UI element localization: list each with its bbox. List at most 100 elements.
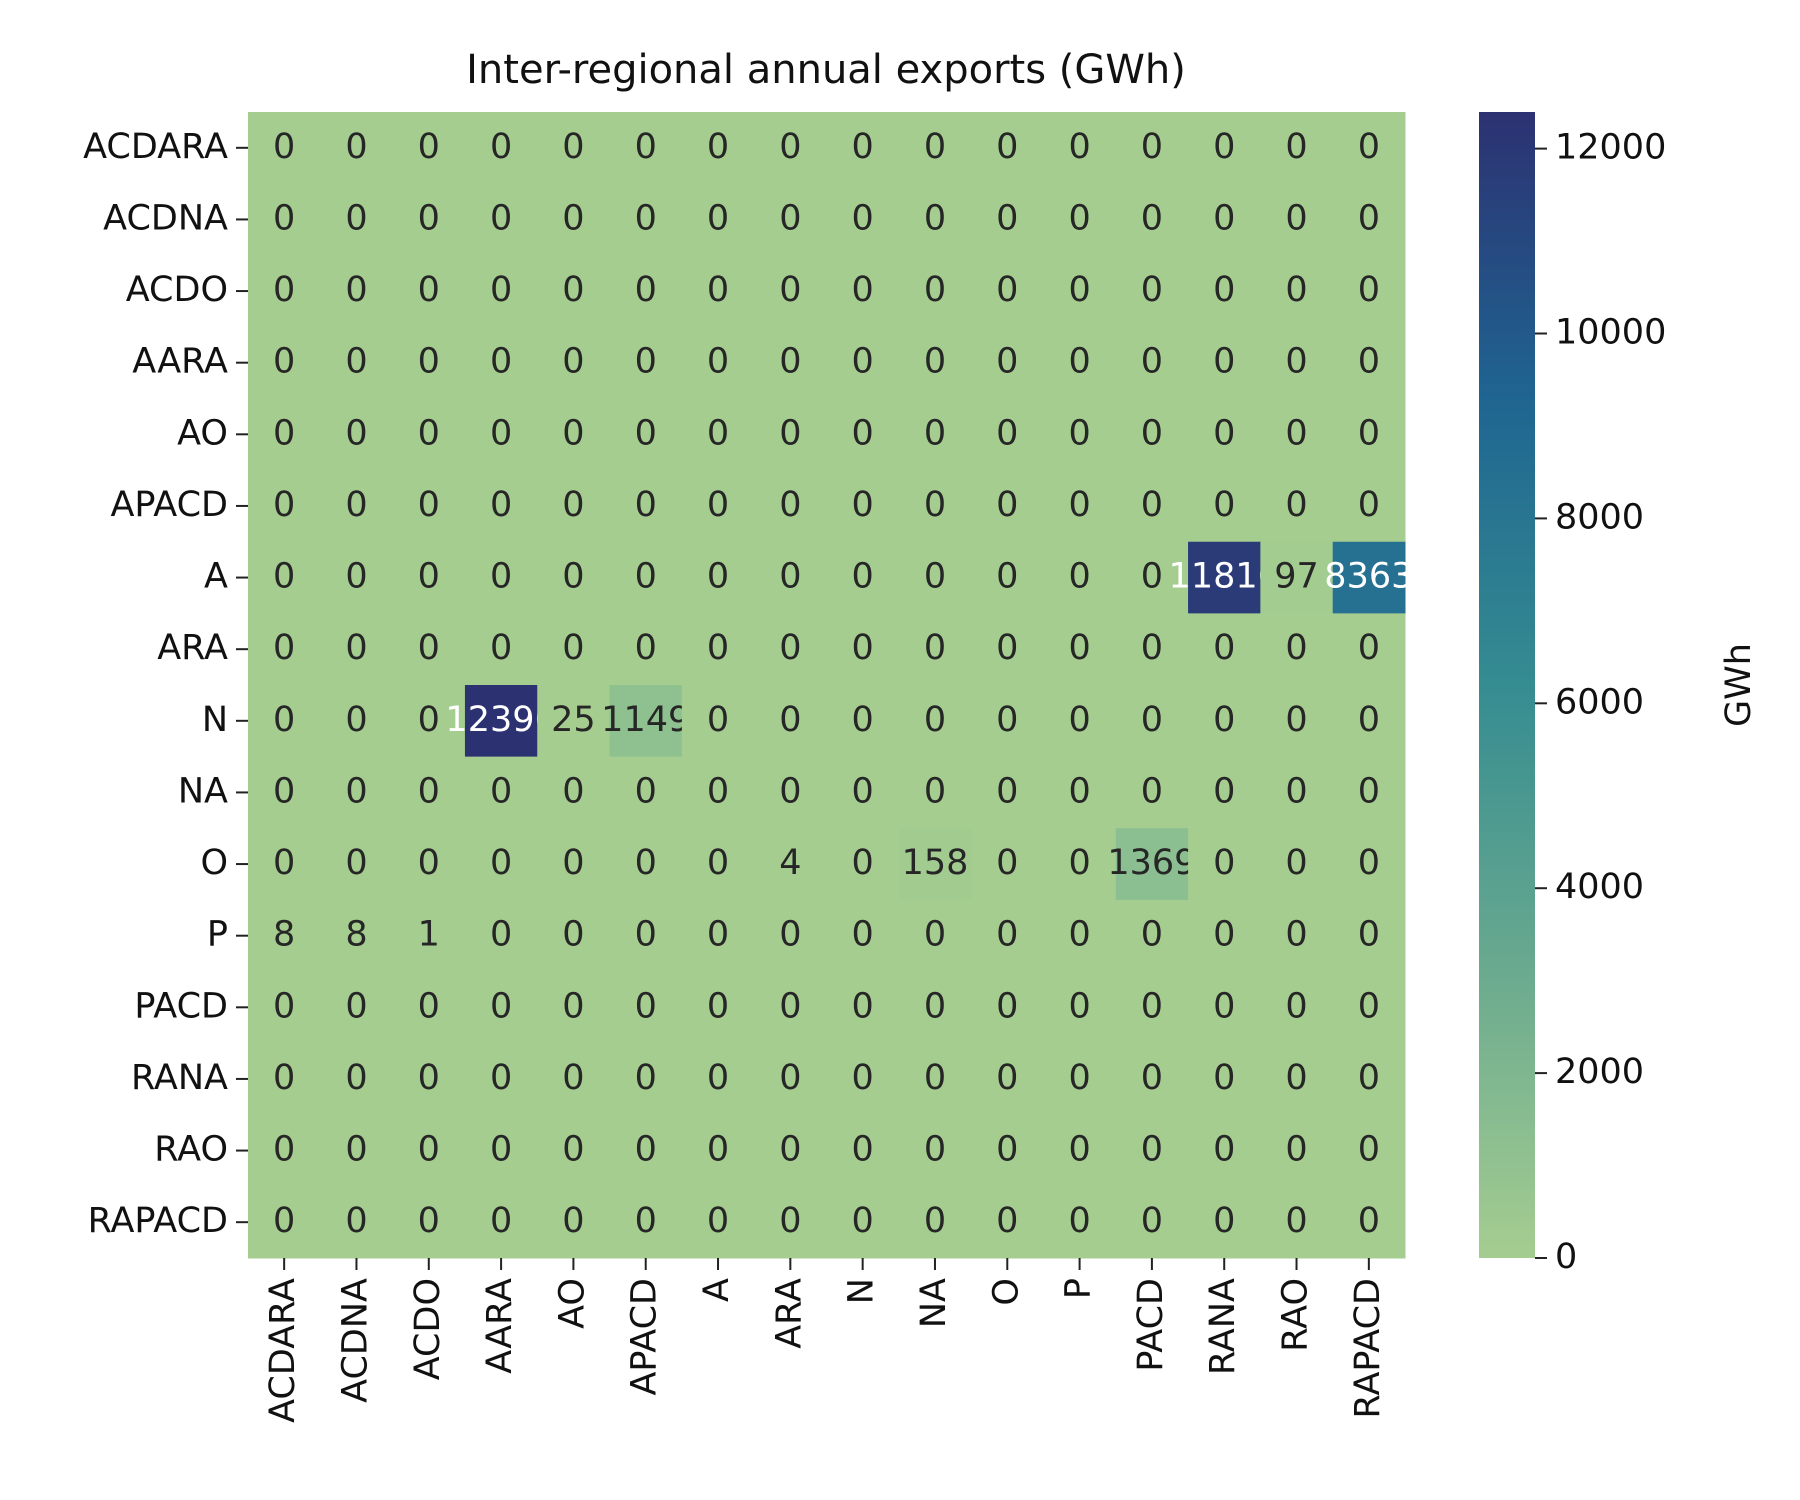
cell-label: 0 (996, 986, 1018, 1026)
heatmap-cell (609, 255, 683, 328)
cell-label: 0 (996, 557, 1018, 597)
cell-label: 0 (562, 1201, 584, 1241)
cell-label: 0 (1358, 127, 1380, 167)
cell-label: 0 (1141, 413, 1163, 453)
cell-label: 0 (418, 771, 440, 811)
heatmap-cell (1115, 470, 1189, 543)
cell-label: 0 (635, 270, 657, 310)
heatmap-cell (609, 326, 683, 399)
heatmap-cell (537, 112, 611, 185)
heatmap-cell (1188, 1114, 1261, 1187)
heatmap-cell (1043, 828, 1117, 901)
heatmap-cell (392, 398, 466, 471)
heatmap-cell (248, 1114, 321, 1187)
cell-label: 0 (490, 342, 512, 382)
cell-label: 8 (273, 915, 295, 955)
heatmap-cell (754, 899, 827, 972)
heatmap-cell (898, 971, 972, 1044)
cell-label: 0 (635, 986, 657, 1026)
heatmap-cell (537, 183, 611, 256)
cell-label: 0 (1213, 342, 1235, 382)
cell-label: 0 (273, 270, 295, 310)
cell-label: 0 (1358, 1058, 1380, 1098)
heatmap-cell (248, 828, 321, 901)
cell-label: 0 (996, 485, 1018, 525)
cell-label: 0 (852, 771, 874, 811)
heatmap-cell (754, 828, 827, 901)
heatmap-cell (248, 112, 321, 185)
heatmap-cell (754, 685, 827, 758)
cell-label: 0 (345, 342, 367, 382)
heatmap-cell (1188, 112, 1261, 185)
cell-label: 0 (1285, 127, 1307, 167)
x-tick-label: ACDNA (335, 1278, 375, 1403)
cell-label: 0 (924, 1058, 946, 1098)
y-tick-label: O (200, 843, 228, 883)
heatmap-cell (248, 1186, 321, 1259)
heatmap-cell (898, 541, 972, 614)
cell-label: 0 (635, 915, 657, 955)
heatmap-cell (609, 756, 683, 829)
cell-label: 0 (490, 127, 512, 167)
cell-label: 0 (418, 700, 440, 740)
cell-label: 0 (635, 1130, 657, 1170)
cell-label: 0 (562, 127, 584, 167)
cell-label: 0 (852, 915, 874, 955)
x-tick-label: ACDO (408, 1278, 448, 1380)
heatmap-cell (464, 899, 538, 972)
cell-label: 0 (996, 1130, 1018, 1170)
heatmap-cell (1260, 326, 1334, 399)
heatmap-cell (826, 1043, 900, 1116)
heatmap-cell (248, 326, 321, 399)
cell-label: 0 (490, 915, 512, 955)
cell-label: 0 (562, 342, 584, 382)
cell-label: 0 (1068, 342, 1090, 382)
x-tick-label: N (842, 1278, 882, 1304)
heatmap-cell (609, 1043, 683, 1116)
cell-label: 0 (1285, 198, 1307, 238)
heatmap-cell (320, 183, 394, 256)
y-tick-label: AARA (132, 342, 228, 382)
heatmap-cell (1260, 899, 1334, 972)
cell-label: 0 (490, 198, 512, 238)
heatmap-cell (1115, 1186, 1189, 1259)
cell-label: 0 (1285, 342, 1307, 382)
heatmap-cell (392, 828, 466, 901)
heatmap-cell (754, 112, 827, 185)
heatmap-cell (898, 1043, 972, 1116)
heatmap-cell (320, 899, 394, 972)
heatmap-cell (1260, 971, 1334, 1044)
heatmap-cell (537, 685, 611, 758)
heatmap-cell (609, 541, 683, 614)
heatmap-cell (1115, 899, 1189, 972)
cell-label: 0 (273, 342, 295, 382)
cell-label: 0 (418, 413, 440, 453)
cell-label: 0 (562, 1130, 584, 1170)
cell-label: 0 (996, 127, 1018, 167)
heatmap-cell (681, 112, 755, 185)
heatmap-cell (320, 1114, 394, 1187)
heatmap-cell (248, 613, 321, 686)
cell-label: 0 (273, 628, 295, 668)
y-tick-label: A (204, 557, 228, 597)
cell-label: 0 (996, 1058, 1018, 1098)
heatmap-cell (754, 183, 827, 256)
cell-label: 0 (779, 485, 801, 525)
heatmap-cell (826, 899, 900, 972)
heatmap-cell (609, 470, 683, 543)
heatmap-cell (1188, 685, 1261, 758)
heatmap-cell (971, 398, 1044, 471)
heatmap-cell (1332, 1114, 1406, 1187)
heatmap-cell (609, 971, 683, 1044)
heatmap-cell (1332, 685, 1406, 758)
heatmap-cell (971, 828, 1044, 901)
cell-label: 0 (1068, 485, 1090, 525)
cell-label: 0 (996, 198, 1018, 238)
heatmap-cell (1043, 756, 1117, 829)
heatmap-cell (1043, 1114, 1117, 1187)
heatmap-cell (754, 1114, 827, 1187)
cell-label: 0 (1213, 270, 1235, 310)
heatmap-cell (1260, 183, 1334, 256)
heatmap-cell (826, 1114, 900, 1187)
heatmap-cell (754, 398, 827, 471)
